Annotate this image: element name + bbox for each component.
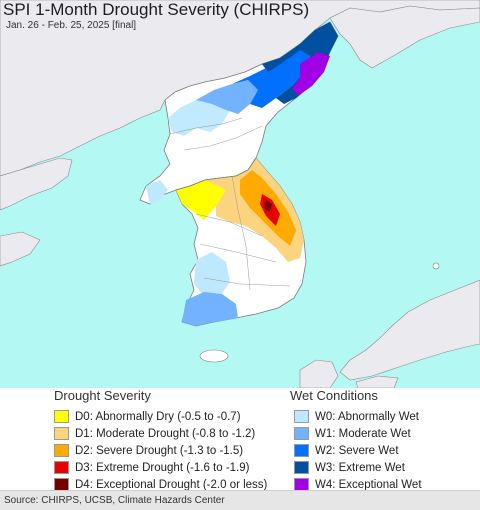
drought-legend-label: D4: Exceptional Drought (-2.0 or less) — [75, 478, 268, 491]
drought-legend-item: D3: Extreme Drought (-1.6 to -1.9) — [54, 459, 267, 476]
wet-w1-region — [182, 292, 238, 326]
footer: Source: CHIRPS, UCSB, Climate Hazards Ce… — [0, 490, 480, 510]
wet-legend: Wet Conditions W0: Abnormally Wet W1: Mod… — [290, 388, 422, 493]
drought-legend-label: D3: Extreme Drought (-1.6 to -1.9) — [75, 461, 250, 474]
drought-legend-item: D2: Severe Drought (-1.3 to -1.5) — [54, 442, 267, 459]
wet-w0-region — [194, 252, 230, 296]
wet-swatch — [294, 427, 309, 440]
wet-w2-region — [232, 48, 310, 108]
wet-w4-region — [292, 52, 330, 96]
drought-swatch — [54, 461, 69, 474]
drought-d4-region — [264, 200, 272, 212]
china-shandong — [0, 231, 41, 267]
drought-legend-item: D1: Moderate Drought (-0.8 to -1.2) — [54, 425, 267, 442]
wet-legend-label: W1: Moderate Wet — [315, 427, 411, 440]
wet-w3-region — [262, 22, 338, 104]
china-liaodong — [0, 157, 73, 211]
dmz-border — [175, 157, 257, 191]
drought-swatch — [54, 410, 69, 423]
wet-legend-item: W3: Extreme Wet — [294, 459, 422, 476]
japan-shikoku — [355, 375, 399, 388]
map-canvas — [0, 0, 480, 388]
wet-w1-region — [196, 80, 258, 114]
japan-kyushu — [299, 359, 339, 388]
wet-legend-label: W4: Exceptional Wet — [315, 478, 422, 491]
province-borders — [169, 117, 291, 291]
drought-legend-label: D1: Moderate Drought (-0.8 to -1.2) — [75, 427, 256, 440]
russia-land — [329, 5, 480, 69]
wet-legend-item: W0: Abnormally Wet — [294, 408, 422, 425]
drought-legend: Drought Severity D0: Abnormally Dry (-0.… — [54, 388, 267, 493]
drought-legend-item: D0: Abnormally Dry (-0.5 to -0.7) — [54, 408, 267, 425]
drought-legend-label: D2: Severe Drought (-1.3 to -1.5) — [75, 444, 244, 457]
jeju-island — [199, 349, 229, 363]
wet-swatch — [294, 461, 309, 474]
ulleung-island — [432, 262, 440, 270]
wet-swatch — [294, 444, 309, 457]
drought-legend-title: Drought Severity — [54, 388, 151, 403]
wet-swatch — [294, 410, 309, 423]
wet-legend-title: Wet Conditions — [290, 388, 378, 403]
japan-honshu — [339, 279, 480, 381]
wet-legend-label: W2: Severe Wet — [315, 444, 399, 457]
wet-legend-item: W2: Severe Wet — [294, 442, 422, 459]
wet-legend-label: W3: Extreme Wet — [315, 461, 405, 474]
drought-swatch — [54, 444, 69, 457]
source-credit: Source: CHIRPS, UCSB, Climate Hazards Ce… — [4, 495, 225, 506]
drought-swatch — [54, 427, 69, 440]
wet-legend-label: W0: Abnormally Wet — [315, 410, 419, 423]
drought-legend-label: D0: Abnormally Dry (-0.5 to -0.7) — [75, 410, 241, 423]
drought-map — [0, 0, 480, 388]
drought-d0-region — [176, 178, 226, 220]
wet-legend-item: W1: Moderate Wet — [294, 425, 422, 442]
legend: Drought Severity D0: Abnormally Dry (-0.… — [0, 388, 480, 493]
wet-w0-region — [146, 180, 168, 204]
